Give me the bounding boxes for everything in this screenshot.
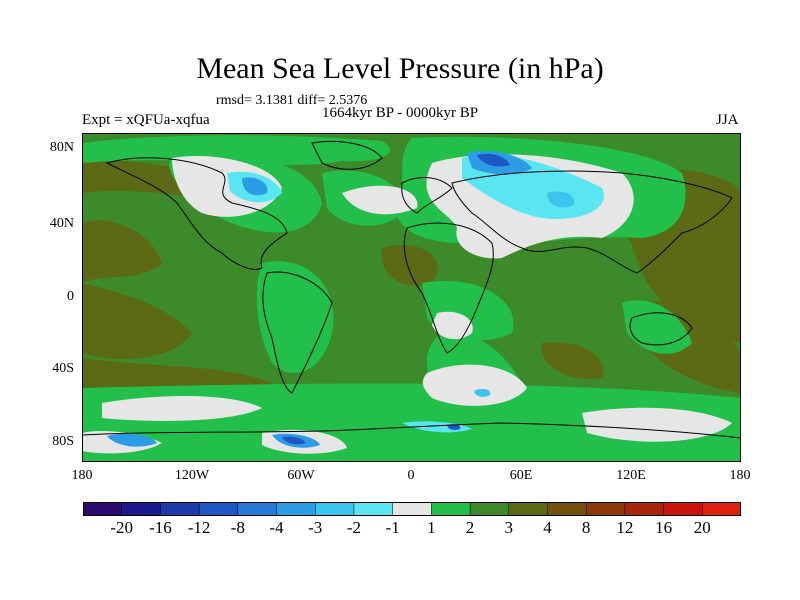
field-region bbox=[422, 364, 527, 406]
colorbar-cell bbox=[392, 502, 433, 516]
map-frame bbox=[82, 133, 741, 462]
asia-outline bbox=[451, 170, 733, 274]
australia-outline bbox=[629, 312, 693, 346]
colorbar-cell bbox=[585, 502, 626, 516]
antarctica-outline bbox=[82, 422, 742, 439]
colorbar-cell bbox=[160, 502, 200, 516]
colorbar-label: 8 bbox=[581, 518, 591, 537]
colorbar-label: -4 bbox=[269, 518, 284, 537]
x-tick-label: 0 bbox=[407, 468, 415, 483]
stats-label: rmsd= 3.1381 diff= 2.5376 bbox=[216, 93, 368, 108]
x-tick-label: 120E bbox=[616, 468, 646, 483]
colorbar-label: 12 bbox=[616, 518, 634, 537]
coastlines bbox=[82, 140, 742, 439]
y-tick-label: 80S bbox=[52, 434, 74, 449]
europe-outline bbox=[401, 177, 453, 214]
field-region bbox=[447, 424, 461, 430]
colorbar-label: -16 bbox=[149, 518, 172, 537]
field-region bbox=[381, 244, 438, 286]
colorbar bbox=[83, 502, 741, 516]
field-region bbox=[82, 283, 192, 359]
colorbar-cell bbox=[431, 502, 471, 516]
period-label: 1664kyr BP - 0000kyr BP bbox=[322, 105, 479, 121]
field-region bbox=[242, 177, 268, 196]
colorbar-label: -3 bbox=[308, 518, 323, 537]
greenland-outline bbox=[311, 140, 383, 170]
field-region bbox=[107, 433, 157, 447]
colorbar-label: 2 bbox=[465, 518, 475, 537]
south-america-outline bbox=[262, 271, 333, 394]
colorbar-cell bbox=[83, 502, 123, 516]
experiment-label: Expt = xQFUa-xqfua bbox=[82, 112, 210, 128]
colorbar-cell bbox=[276, 502, 316, 516]
colorbar-frame bbox=[83, 502, 741, 516]
pressure-map bbox=[82, 133, 742, 462]
colorbar-label: 3 bbox=[504, 518, 514, 537]
field-region bbox=[622, 300, 692, 354]
colorbar-label: 1 bbox=[427, 518, 436, 537]
colorbar-label: -1 bbox=[385, 518, 400, 537]
africa-outline bbox=[403, 222, 494, 354]
colorbar-cell bbox=[624, 502, 665, 516]
x-tick-label: 120W bbox=[174, 468, 210, 483]
colorbar-label: -2 bbox=[346, 518, 362, 537]
x-tick-label: 60W bbox=[287, 468, 315, 483]
season-label: JJA bbox=[716, 112, 739, 128]
y-tick-label: 80N bbox=[49, 140, 74, 155]
north-america-outline bbox=[105, 157, 288, 270]
colorbar-label: -8 bbox=[230, 518, 245, 537]
y-tick-label: 40N bbox=[49, 216, 74, 231]
colorbar-cell bbox=[663, 502, 704, 516]
field-region bbox=[541, 342, 604, 379]
field-region bbox=[102, 396, 262, 421]
colorbar-label: -12 bbox=[187, 518, 211, 537]
y-tick-label: 0 bbox=[67, 289, 74, 304]
field-region bbox=[282, 436, 306, 445]
x-tick-label: 60E bbox=[509, 468, 533, 483]
field-region bbox=[256, 261, 334, 373]
chart-title: Mean Sea Level Pressure (in hPa) bbox=[196, 52, 604, 85]
colorbar-cell bbox=[121, 502, 162, 516]
colorbar-cell bbox=[469, 502, 510, 516]
x-tick-label: 180 bbox=[729, 468, 751, 483]
colorbar-cell bbox=[314, 502, 355, 516]
x-tick-label: 180 bbox=[71, 468, 93, 483]
colorbar-label: 20 bbox=[693, 518, 711, 537]
colorbar-cell bbox=[353, 502, 394, 516]
field-region bbox=[432, 311, 473, 340]
colorbar-label: -20 bbox=[110, 518, 134, 537]
field-region bbox=[547, 191, 575, 208]
field-region bbox=[477, 153, 510, 167]
field-region bbox=[82, 220, 162, 283]
colorbar-cell bbox=[508, 502, 549, 516]
colorbar-cell bbox=[198, 502, 239, 516]
field-region bbox=[474, 388, 491, 397]
colorbar-cell bbox=[547, 502, 587, 516]
colorbar-label: 4 bbox=[543, 518, 552, 537]
colorbar-label: 16 bbox=[655, 518, 673, 537]
colorbar-cell bbox=[702, 502, 741, 516]
colorbar-cell bbox=[237, 502, 278, 516]
field-region bbox=[342, 185, 418, 215]
y-tick-label: 40S bbox=[52, 361, 74, 376]
